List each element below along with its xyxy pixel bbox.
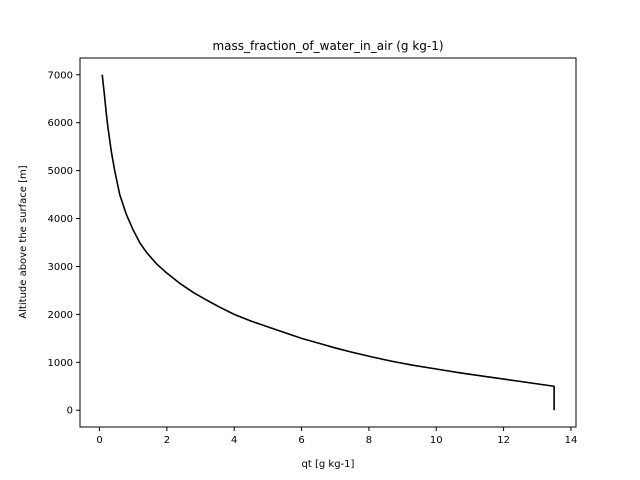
y-tick-label: 6000 — [48, 118, 73, 129]
x-tick-label: 2 — [164, 435, 170, 446]
plot-area — [101, 74, 555, 411]
series-line — [101, 74, 555, 411]
x-tick-label: 6 — [298, 435, 304, 446]
y-tick-label: 4000 — [48, 214, 73, 225]
chart-title: mass_fraction_of_water_in_air (g kg-1) — [212, 39, 443, 53]
plot-frame — [79, 57, 577, 428]
x-tick-label: 4 — [231, 435, 237, 446]
x-tick-label: 10 — [430, 435, 443, 446]
y-axis-label: Altitude above the surface [m] — [18, 165, 29, 318]
y-tick-label: 0 — [67, 406, 73, 417]
x-axis-label: qt [g kg-1] — [302, 459, 355, 470]
x-tick-label: 12 — [497, 435, 510, 446]
x-tick-label: 0 — [96, 435, 102, 446]
y-tick-label: 7000 — [48, 70, 73, 81]
x-tick-label: 14 — [565, 435, 578, 446]
y-tick-label: 1000 — [48, 358, 73, 369]
y-axis: 0 1000 2000 3000 4000 5000 6000 7000 — [48, 70, 80, 417]
y-tick-label: 5000 — [48, 166, 73, 177]
y-tick-label: 2000 — [48, 310, 73, 321]
x-tick-label: 8 — [366, 435, 372, 446]
y-tick-label: 3000 — [48, 262, 73, 273]
x-axis: 0 2 4 6 8 10 12 14 — [96, 427, 577, 446]
